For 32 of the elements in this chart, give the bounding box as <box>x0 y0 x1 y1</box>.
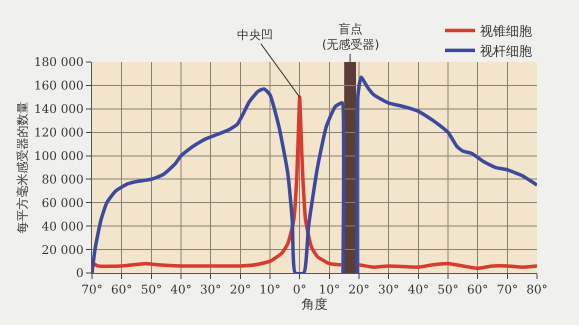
y-tick-label: 180 000 <box>34 55 84 70</box>
x-tick-label: 30° <box>378 282 400 296</box>
x-tick-label: 60° <box>467 282 488 296</box>
y-tick-label: 160 000 <box>34 78 84 93</box>
x-tick-label: 10° <box>318 282 340 296</box>
legend-label: 视锥细胞 <box>480 24 532 40</box>
x-tick-label: 20° <box>348 282 370 296</box>
y-tick-label: 60 000 <box>42 196 84 210</box>
x-tick-label: 50° <box>140 282 162 296</box>
x-tick-label: 0° <box>292 282 306 296</box>
annotation: 中央凹 <box>237 28 273 42</box>
y-tick-label: 20 000 <box>42 242 84 257</box>
y-tick-label: 140 000 <box>34 102 84 116</box>
x-axis-title: 角度 <box>302 296 328 312</box>
band-label: 盲点 (无感受器) <box>322 22 380 52</box>
y-tick-label: 120 000 <box>34 126 84 140</box>
y-axis-title: 每平方毫米感受器的数量 <box>15 102 30 234</box>
x-tick-label: 20° <box>230 282 251 296</box>
y-tick-label: 0 <box>76 266 84 280</box>
y-tick-label: 40 000 <box>42 219 84 234</box>
y-tick-label: 100 000 <box>34 148 84 163</box>
x-tick-label: 30° <box>200 282 222 296</box>
x-tick-label: 40° <box>170 282 192 296</box>
x-tick-label: 40° <box>408 282 429 296</box>
x-tick-label: 70° <box>496 282 518 296</box>
y-tick-label: 80 000 <box>42 172 84 186</box>
x-tick-label: 80° <box>526 282 548 296</box>
x-tick-label: 60° <box>111 282 132 296</box>
x-tick-label: 50° <box>437 282 459 296</box>
x-tick-label: 10° <box>259 282 281 296</box>
legend-label: 视杆细胞 <box>480 44 532 60</box>
x-tick-label: 70° <box>81 282 103 296</box>
